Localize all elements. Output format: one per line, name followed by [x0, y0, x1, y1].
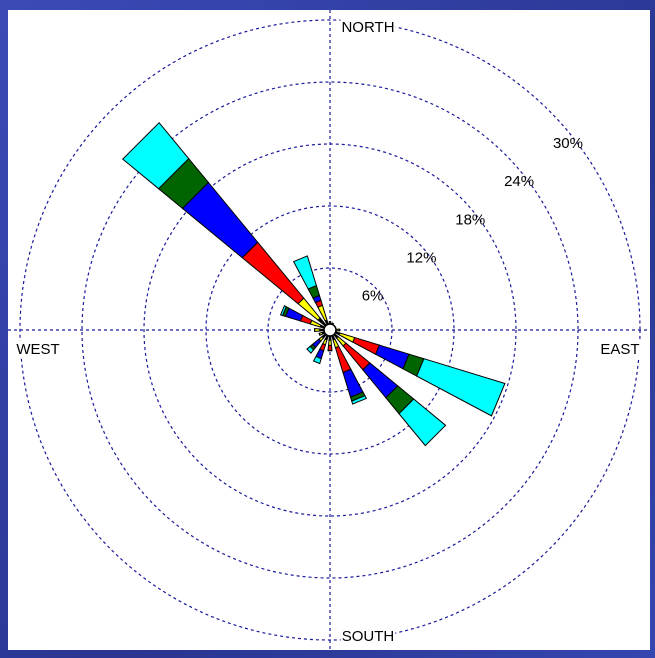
compass-label: SOUTH	[342, 628, 395, 645]
petal-segment	[292, 255, 318, 290]
compass-label: NORTH	[341, 19, 394, 36]
r-tick-label: 30%	[553, 135, 583, 152]
petal-segment	[327, 344, 333, 352]
petal-segment	[121, 121, 190, 190]
grid-ring	[143, 143, 517, 517]
r-tick-label: 24%	[504, 173, 534, 190]
r-tick-label: 12%	[406, 250, 436, 267]
petal-segment	[351, 395, 368, 405]
center-hub	[323, 323, 337, 337]
petal-segment	[318, 333, 321, 336]
compass-label-bg	[340, 627, 396, 645]
petal-segment	[279, 305, 287, 317]
compass-label-bg	[15, 340, 61, 358]
compass-label-bg	[340, 18, 396, 36]
compass-label: EAST	[600, 341, 639, 358]
petal-segment	[306, 345, 315, 354]
r-tick-label: 6%	[362, 288, 384, 305]
petal-segment	[416, 358, 506, 417]
petal-segment	[398, 398, 447, 447]
compass-label-bg	[599, 340, 641, 358]
petal-segment	[331, 322, 334, 325]
grid-ring	[205, 205, 455, 455]
r-tick-label: 18%	[455, 211, 485, 228]
petal-segment	[314, 327, 321, 333]
grid-ring	[267, 267, 393, 393]
plot-area: 6% 12% 18% 24% 30%	[8, 10, 650, 650]
compass-label: WEST	[16, 341, 59, 358]
petal-segment	[312, 355, 322, 365]
grid-ring	[19, 19, 641, 641]
grid-ring	[81, 81, 579, 579]
petal-segment	[327, 339, 333, 346]
